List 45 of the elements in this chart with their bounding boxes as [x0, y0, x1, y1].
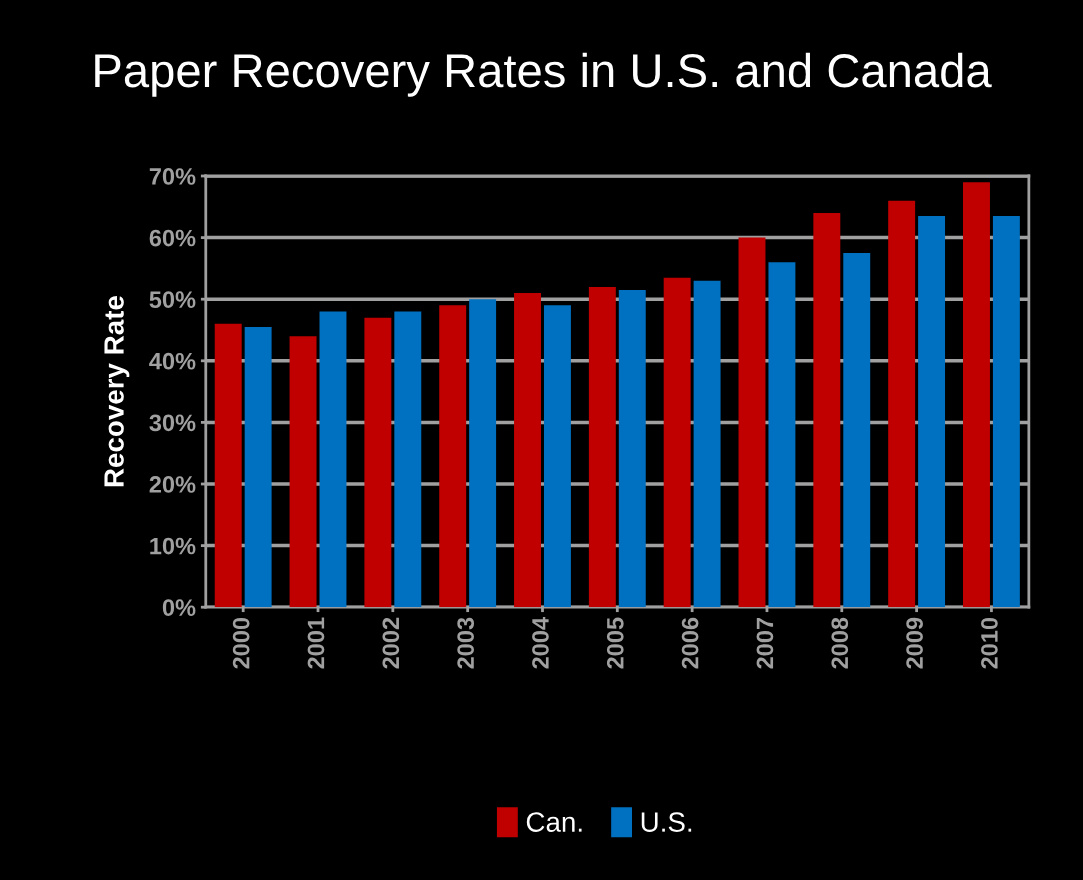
legend-label: U.S.: [641, 812, 692, 832]
bar: [469, 299, 497, 608]
chart-title: Paper Recovery Rates in U.S. and Canada: [95, 52, 992, 97]
bar: [439, 305, 467, 608]
bar: [738, 237, 766, 608]
x-tick-label: 2009: [906, 617, 923, 669]
bar: [514, 293, 541, 608]
bar: [918, 216, 946, 608]
y-tick-label: 70%: [149, 168, 196, 185]
x-tick-label: 2006: [681, 617, 699, 669]
x-tick-label: 2000: [232, 617, 250, 669]
bar: [843, 253, 871, 608]
y-tick-label: 60%: [149, 229, 196, 247]
bar: [214, 323, 242, 608]
x-tick-label: 2002: [382, 617, 400, 669]
bar: [588, 286, 616, 608]
y-tick-label: 50%: [149, 291, 196, 308]
y-tick-label: 10%: [150, 537, 196, 555]
bar: [888, 200, 916, 608]
x-tick-label: 2004: [532, 617, 549, 669]
y-tick-label: 40%: [149, 352, 196, 370]
bar: [364, 317, 392, 608]
bar: [618, 289, 646, 608]
bar: [693, 280, 721, 608]
legend-label: Can.: [526, 812, 582, 832]
bar: [813, 212, 841, 608]
x-tick-label: 2010: [981, 617, 998, 669]
bar: [543, 305, 571, 608]
bar: [663, 277, 691, 608]
bar: [289, 336, 317, 608]
bar: [992, 216, 1020, 608]
bar: [963, 182, 990, 608]
y-tick-label: 30%: [149, 414, 196, 432]
x-tick-label: 2008: [831, 617, 849, 669]
bar: [768, 262, 796, 608]
bar: [244, 326, 272, 608]
bar: [394, 311, 422, 608]
x-tick-label: 2001: [307, 617, 325, 669]
x-tick-label: 2005: [606, 617, 624, 669]
bar: [319, 311, 347, 608]
x-tick-label: 2003: [457, 617, 475, 669]
y-tick-label: 0%: [162, 599, 196, 616]
x-tick-label: 2007: [756, 617, 774, 669]
y-tick-label: 20%: [149, 476, 196, 493]
y-axis-title: Recovery Rate: [104, 296, 130, 487]
